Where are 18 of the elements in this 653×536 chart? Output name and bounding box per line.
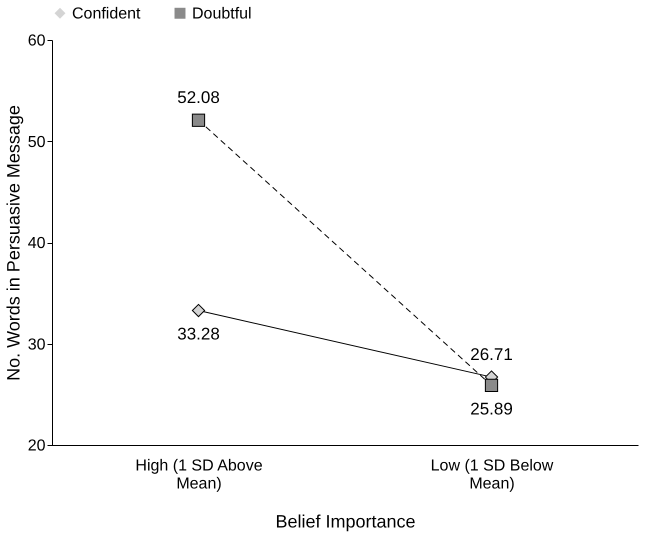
x-tick-label: High (1 SD Above Mean) <box>135 458 263 492</box>
y-tick-label: 50 <box>28 134 46 151</box>
data-label: 25.89 <box>470 399 513 418</box>
y-tick-label: 60 <box>28 32 46 50</box>
point <box>192 304 206 318</box>
data-label: 52.08 <box>177 88 220 108</box>
data-label: 26.71 <box>470 345 513 364</box>
x-axis-title: Belief Importance <box>275 512 416 532</box>
legend-label: Doubtful <box>192 5 252 22</box>
legend-label: Confident <box>72 5 142 22</box>
point <box>192 114 206 127</box>
y-tick-label: 40 <box>28 235 46 252</box>
y-tick-label: 30 <box>28 336 46 354</box>
y-axis-title: No. Words in Persuasive Message <box>4 105 24 381</box>
x-tick-label: Low (1 SD Below Mean) <box>430 458 554 492</box>
y-tick-label: 20 <box>28 438 46 454</box>
data-label: 33.28 <box>177 324 220 344</box>
point <box>484 378 498 392</box>
